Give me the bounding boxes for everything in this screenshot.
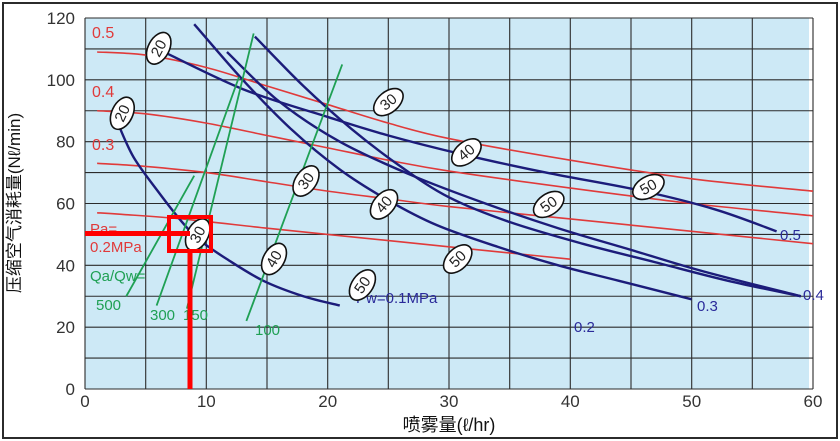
svg-text:100: 100 <box>255 322 280 339</box>
svg-text:0.4: 0.4 <box>92 84 114 101</box>
svg-text:60: 60 <box>804 392 823 411</box>
svg-text:20: 20 <box>318 392 337 411</box>
svg-text:120: 120 <box>47 9 75 28</box>
svg-text:80: 80 <box>56 133 75 152</box>
svg-text:300: 300 <box>150 307 175 324</box>
svg-text:喷雾量(ℓ/hr): 喷雾量(ℓ/hr) <box>403 415 496 435</box>
svg-text:60: 60 <box>56 195 75 214</box>
svg-text:0.5: 0.5 <box>780 227 801 244</box>
svg-text:0.5: 0.5 <box>92 25 114 42</box>
svg-text:40: 40 <box>561 392 580 411</box>
svg-text:0.3: 0.3 <box>697 298 718 315</box>
svg-text:压缩空气消耗量(Nℓ/min): 压缩空气消耗量(Nℓ/min) <box>5 113 24 293</box>
svg-text:40: 40 <box>56 256 75 275</box>
svg-text:0: 0 <box>80 392 89 411</box>
svg-text:0.4: 0.4 <box>803 287 824 304</box>
svg-text:0.3: 0.3 <box>92 137 114 154</box>
svg-text:0.2: 0.2 <box>574 319 595 336</box>
svg-text:0.2MPa: 0.2MPa <box>90 239 142 256</box>
svg-text:Qa/Qw=: Qa/Qw= <box>90 268 146 285</box>
svg-text:500: 500 <box>96 297 121 314</box>
svg-text:100: 100 <box>47 71 75 90</box>
svg-text:50: 50 <box>682 392 701 411</box>
svg-text:0: 0 <box>66 380 75 399</box>
svg-text:30: 30 <box>440 392 459 411</box>
svg-text:10: 10 <box>197 392 216 411</box>
svg-text:150: 150 <box>183 307 208 324</box>
svg-text:20: 20 <box>56 318 75 337</box>
